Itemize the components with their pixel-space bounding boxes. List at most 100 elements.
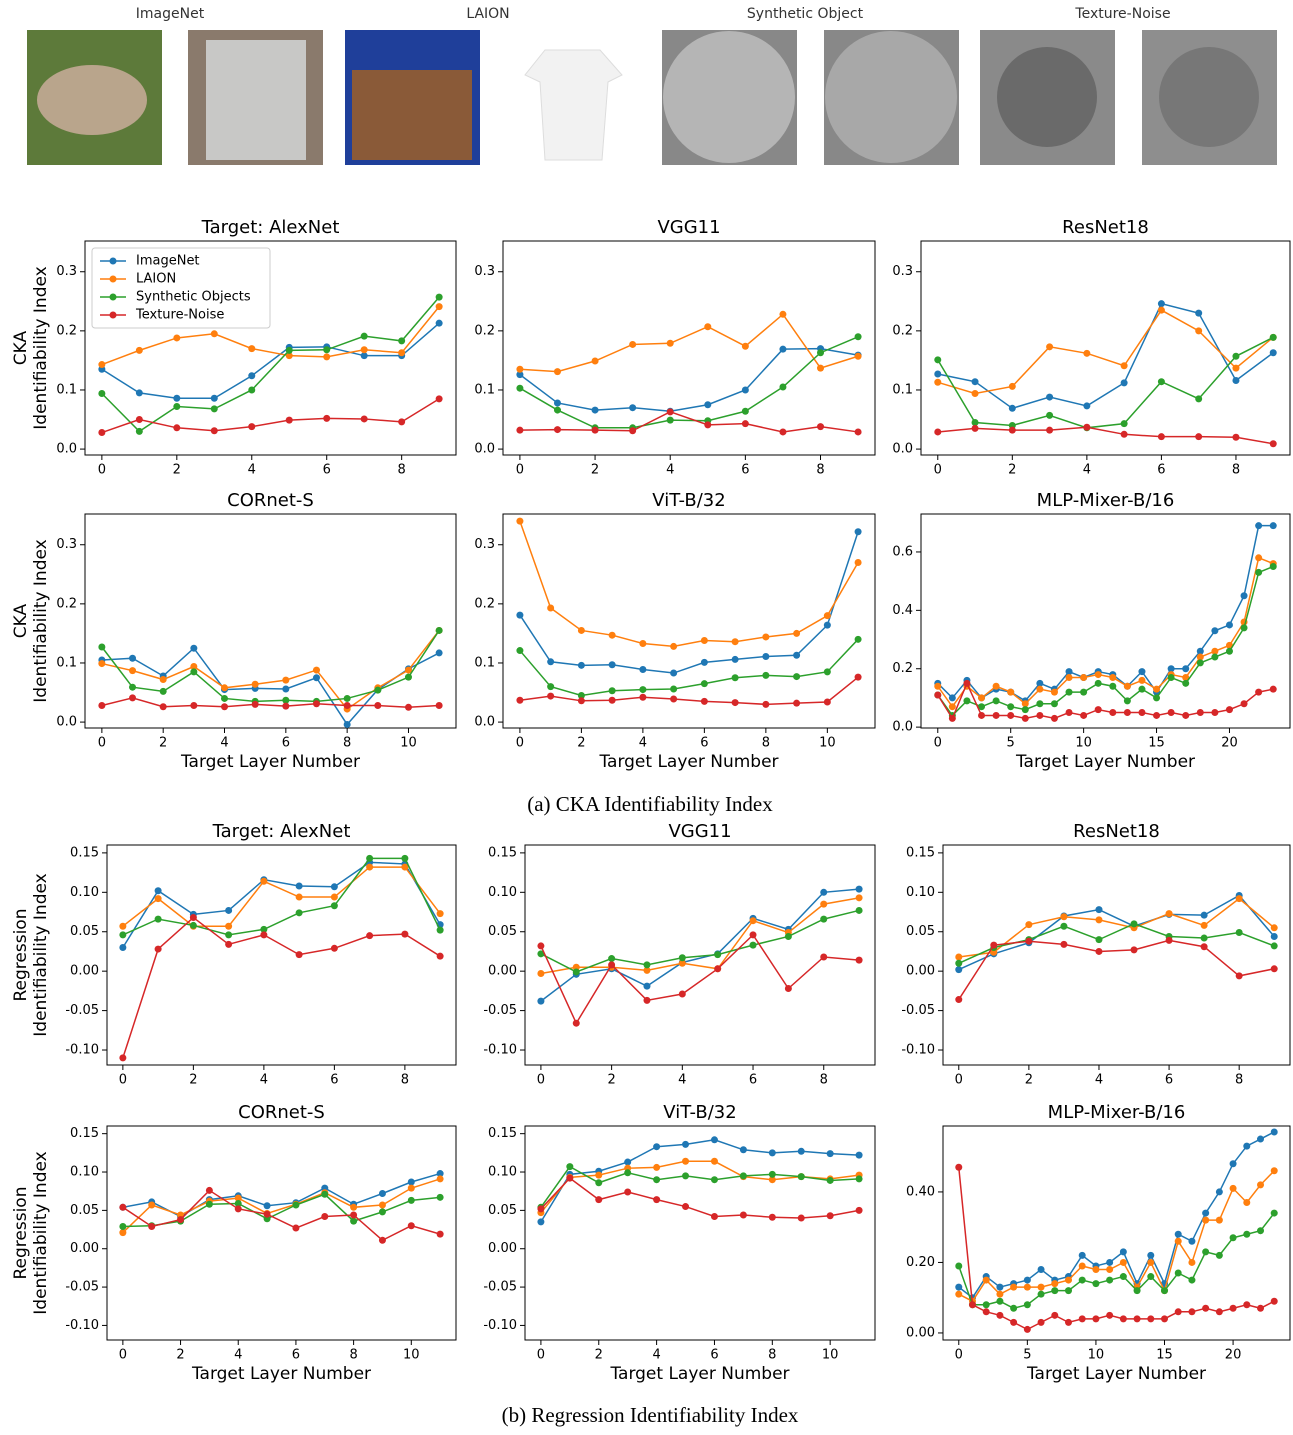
data-point (578, 627, 585, 634)
data-point (1232, 377, 1239, 384)
subplot: ViT-B/3202468100.00.10.20.3Target Layer … (474, 490, 875, 772)
x-tick-label: 0 (955, 1348, 963, 1363)
data-point (1243, 1199, 1250, 1206)
data-point (566, 1175, 573, 1182)
data-point (160, 703, 167, 710)
data-point (136, 347, 143, 354)
data-point (1095, 948, 1102, 955)
series-line (520, 532, 858, 673)
data-point (1201, 912, 1208, 919)
data-point (667, 340, 674, 347)
subplot: MLP-Mixer-B/16051015200.000.200.40Target… (906, 1102, 1290, 1384)
data-point (969, 1301, 976, 1308)
data-point (670, 670, 677, 677)
sample-images (27, 30, 1277, 165)
data-point (1147, 1273, 1154, 1280)
data-point (1175, 1308, 1182, 1315)
data-point (1092, 1315, 1099, 1322)
data-point (1009, 427, 1016, 434)
data-point (437, 953, 444, 960)
data-point (1195, 327, 1202, 334)
data-point (155, 895, 162, 902)
data-point (1197, 709, 1204, 716)
data-point (1271, 965, 1278, 972)
x-axis-label: Target Layer Number (1015, 752, 1195, 772)
data-point (1257, 1181, 1264, 1188)
series-line (541, 1178, 859, 1218)
data-point (1232, 365, 1239, 372)
data-point (798, 1173, 805, 1180)
data-point (1230, 1305, 1237, 1312)
data-point (595, 1179, 602, 1186)
subplot-title: CORnet-S (238, 1102, 325, 1123)
data-point (1216, 1252, 1223, 1259)
x-tick-label: 5 (1007, 736, 1015, 751)
data-point (160, 676, 167, 683)
y-tick-label: 0.10 (70, 885, 99, 900)
y-tick-label: 0.15 (488, 1126, 517, 1141)
figure: ImageNet LAION Synthetic Object Texture-… (0, 0, 1293, 1431)
x-tick-label: 8 (1235, 1073, 1243, 1088)
data-point (1051, 1312, 1058, 1319)
data-point (379, 1202, 386, 1209)
data-point (1109, 709, 1116, 716)
data-point (740, 1211, 747, 1218)
data-point (855, 674, 862, 681)
series-line (938, 427, 1273, 444)
data-point (1080, 712, 1087, 719)
data-point (361, 415, 368, 422)
data-point (98, 660, 105, 667)
data-point (436, 649, 443, 656)
data-point (547, 604, 554, 611)
data-point (1120, 1248, 1127, 1255)
y-tick-label: 0.2 (892, 661, 913, 676)
data-point (1182, 665, 1189, 672)
data-point (592, 407, 599, 414)
data-point (119, 944, 126, 951)
data-point (1216, 1188, 1223, 1195)
data-point (595, 1196, 602, 1203)
subplot: ResNet1802468-0.10-0.050.000.050.100.15 (901, 821, 1290, 1088)
y-tick-label: -0.05 (483, 1280, 517, 1295)
data-point (350, 1204, 357, 1211)
x-tick-label: 6 (1157, 463, 1165, 478)
y-tick-label: 0.2 (892, 323, 913, 338)
x-tick-label: 8 (1232, 463, 1240, 478)
data-point (1083, 424, 1090, 431)
x-tick-label: 20 (1221, 736, 1238, 751)
data-point (732, 638, 739, 645)
data-point (704, 421, 711, 428)
data-point (1038, 1266, 1045, 1273)
data-point (1241, 700, 1248, 707)
y-tick-label: 0.00 (70, 1241, 99, 1256)
data-point (211, 405, 218, 412)
data-point (639, 686, 646, 693)
image-group-label: ImageNet (136, 6, 205, 22)
x-tick-label: 2 (189, 1073, 197, 1088)
data-point (955, 960, 962, 967)
data-point (1201, 922, 1208, 929)
data-point (643, 997, 650, 1004)
data-point (785, 985, 792, 992)
data-point (323, 346, 330, 353)
series-line (959, 1171, 1274, 1301)
data-point (609, 697, 616, 704)
y-tick-label: 0.1 (56, 382, 77, 397)
data-point (436, 627, 443, 634)
data-point (361, 346, 368, 353)
data-point (742, 420, 749, 427)
data-point (516, 366, 523, 373)
data-point (366, 864, 373, 871)
data-point (701, 637, 708, 644)
data-point (1051, 1280, 1058, 1287)
data-point (624, 1159, 631, 1166)
y-tick-label: -0.10 (65, 1318, 99, 1333)
data-point (1095, 906, 1102, 913)
data-point (1009, 405, 1016, 412)
data-point (1201, 943, 1208, 950)
data-point (1153, 694, 1160, 701)
series-line (520, 349, 858, 412)
data-point (793, 652, 800, 659)
x-tick-label: 6 (1165, 1073, 1173, 1088)
data-point (855, 528, 862, 535)
